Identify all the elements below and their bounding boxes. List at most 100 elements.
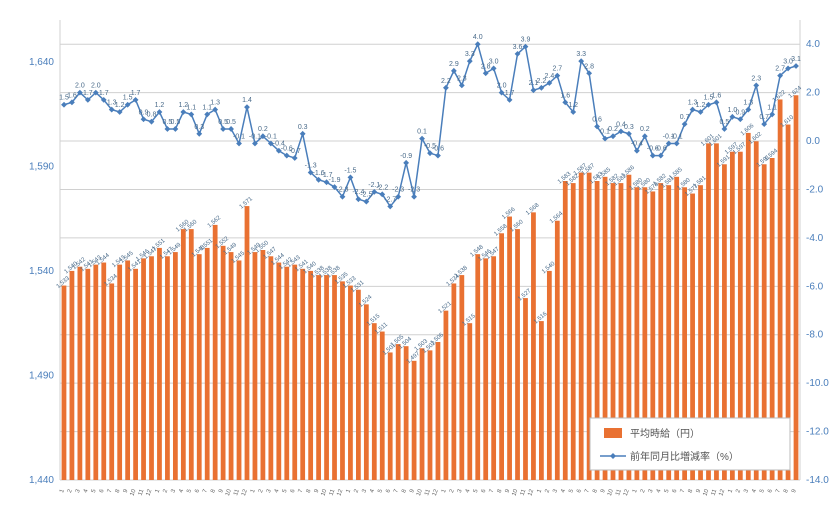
line-label: -0.9 xyxy=(400,153,412,160)
x-tick: 4 xyxy=(369,488,376,494)
svg-text:-6.0: -6.0 xyxy=(806,281,824,292)
x-tick: 5 xyxy=(759,488,766,494)
x-tick: 12 xyxy=(432,488,440,497)
line-label: 1.3 xyxy=(210,100,220,107)
line-label: 2.4 xyxy=(544,73,554,80)
x-tick: 9 xyxy=(314,488,321,494)
bar xyxy=(372,323,377,480)
x-tick: 4 xyxy=(751,488,758,494)
bar xyxy=(117,265,122,480)
bar xyxy=(571,183,576,480)
line-label: 0.2 xyxy=(258,126,268,133)
line-label: -2.3 xyxy=(336,187,348,194)
line-label: -0.7 xyxy=(289,148,301,155)
line-marker xyxy=(348,175,352,179)
x-tick: 9 xyxy=(505,488,512,494)
x-tick: 3 xyxy=(170,488,177,494)
line-label: -0.1 xyxy=(671,133,683,140)
x-tick: 5 xyxy=(186,488,193,494)
bar xyxy=(507,217,512,480)
line-label: 2.2 xyxy=(441,78,451,85)
x-tick: 2 xyxy=(544,488,551,494)
bar xyxy=(499,233,504,480)
line-label: 2.0 xyxy=(91,83,101,90)
bar xyxy=(165,256,170,480)
bar xyxy=(475,254,480,480)
line-label: 3.1 xyxy=(791,56,801,63)
line-label: 0.3 xyxy=(298,124,308,131)
bar xyxy=(245,206,250,480)
svg-text:1,640: 1,640 xyxy=(29,57,54,68)
x-tick: 1 xyxy=(441,488,448,494)
bar xyxy=(213,225,218,480)
x-tick: 3 xyxy=(457,488,464,494)
x-tick: 4 xyxy=(178,488,185,494)
bar xyxy=(268,256,273,480)
line-label: 0.5 xyxy=(171,119,181,126)
line-label: 3.3 xyxy=(465,51,475,58)
x-tick: 9 xyxy=(696,488,703,494)
line-label: 1.7 xyxy=(99,90,109,97)
x-tick: 7 xyxy=(393,488,400,494)
x-tick: 6 xyxy=(290,488,297,494)
svg-text:-12.0: -12.0 xyxy=(806,427,829,438)
svg-text:0.0: 0.0 xyxy=(806,136,820,147)
x-tick: 12 xyxy=(336,488,344,497)
line-marker xyxy=(531,88,535,92)
line-label: 1.4 xyxy=(242,97,252,104)
line-marker xyxy=(404,161,408,165)
legend-line-label: 前年同月比増減率（%） xyxy=(630,450,739,463)
x-tick: 4 xyxy=(656,488,663,494)
bar xyxy=(284,267,289,480)
bar xyxy=(197,254,202,480)
line-label: 1.2 xyxy=(568,102,578,109)
line-label: 2.0 xyxy=(75,83,85,90)
x-tick: 10 xyxy=(607,488,615,497)
bar xyxy=(420,348,425,480)
legend-bar-label: 平均時給（円） xyxy=(630,427,700,440)
x-tick: 7 xyxy=(775,488,782,494)
line-label: 2.3 xyxy=(457,75,467,82)
x-tick: 1 xyxy=(632,488,639,494)
x-tick: 4 xyxy=(274,488,281,494)
x-tick: 2 xyxy=(163,488,170,494)
legend-bar-swatch xyxy=(604,428,622,438)
x-tick: 9 xyxy=(218,488,225,494)
x-tick: 12 xyxy=(145,488,153,497)
line-marker xyxy=(141,117,145,121)
bar xyxy=(70,271,75,480)
bar xyxy=(428,350,433,480)
bar xyxy=(292,265,297,480)
bar xyxy=(491,256,496,480)
line-label: 3.6 xyxy=(513,44,523,51)
line-label: 3.3 xyxy=(576,51,586,58)
bar xyxy=(531,212,536,480)
x-tick: 6 xyxy=(99,488,106,494)
svg-text:1,590: 1,590 xyxy=(29,161,54,172)
line-marker xyxy=(197,132,201,136)
bar xyxy=(237,260,242,480)
line-label: 2.7 xyxy=(552,66,562,73)
x-tick: 8 xyxy=(401,488,408,494)
line-label: 3.0 xyxy=(489,58,499,65)
x-tick: 6 xyxy=(481,488,488,494)
line-label: -2.7 xyxy=(384,196,396,203)
line-label: 1.6 xyxy=(712,92,722,99)
x-tick: 5 xyxy=(377,488,384,494)
x-tick: 8 xyxy=(115,488,122,494)
x-tick: 2 xyxy=(353,488,360,494)
bar xyxy=(93,265,98,480)
bar xyxy=(451,283,456,480)
x-tick: 5 xyxy=(568,488,575,494)
bar xyxy=(101,263,106,480)
bar xyxy=(221,246,226,480)
bar xyxy=(181,229,186,480)
bar xyxy=(388,352,393,480)
line-label: 0.1 xyxy=(417,129,427,136)
bar xyxy=(205,248,210,480)
bar xyxy=(300,269,305,480)
bar xyxy=(348,286,353,480)
x-tick: 4 xyxy=(83,488,90,494)
line-marker xyxy=(794,64,798,68)
x-tick: 2 xyxy=(449,488,456,494)
